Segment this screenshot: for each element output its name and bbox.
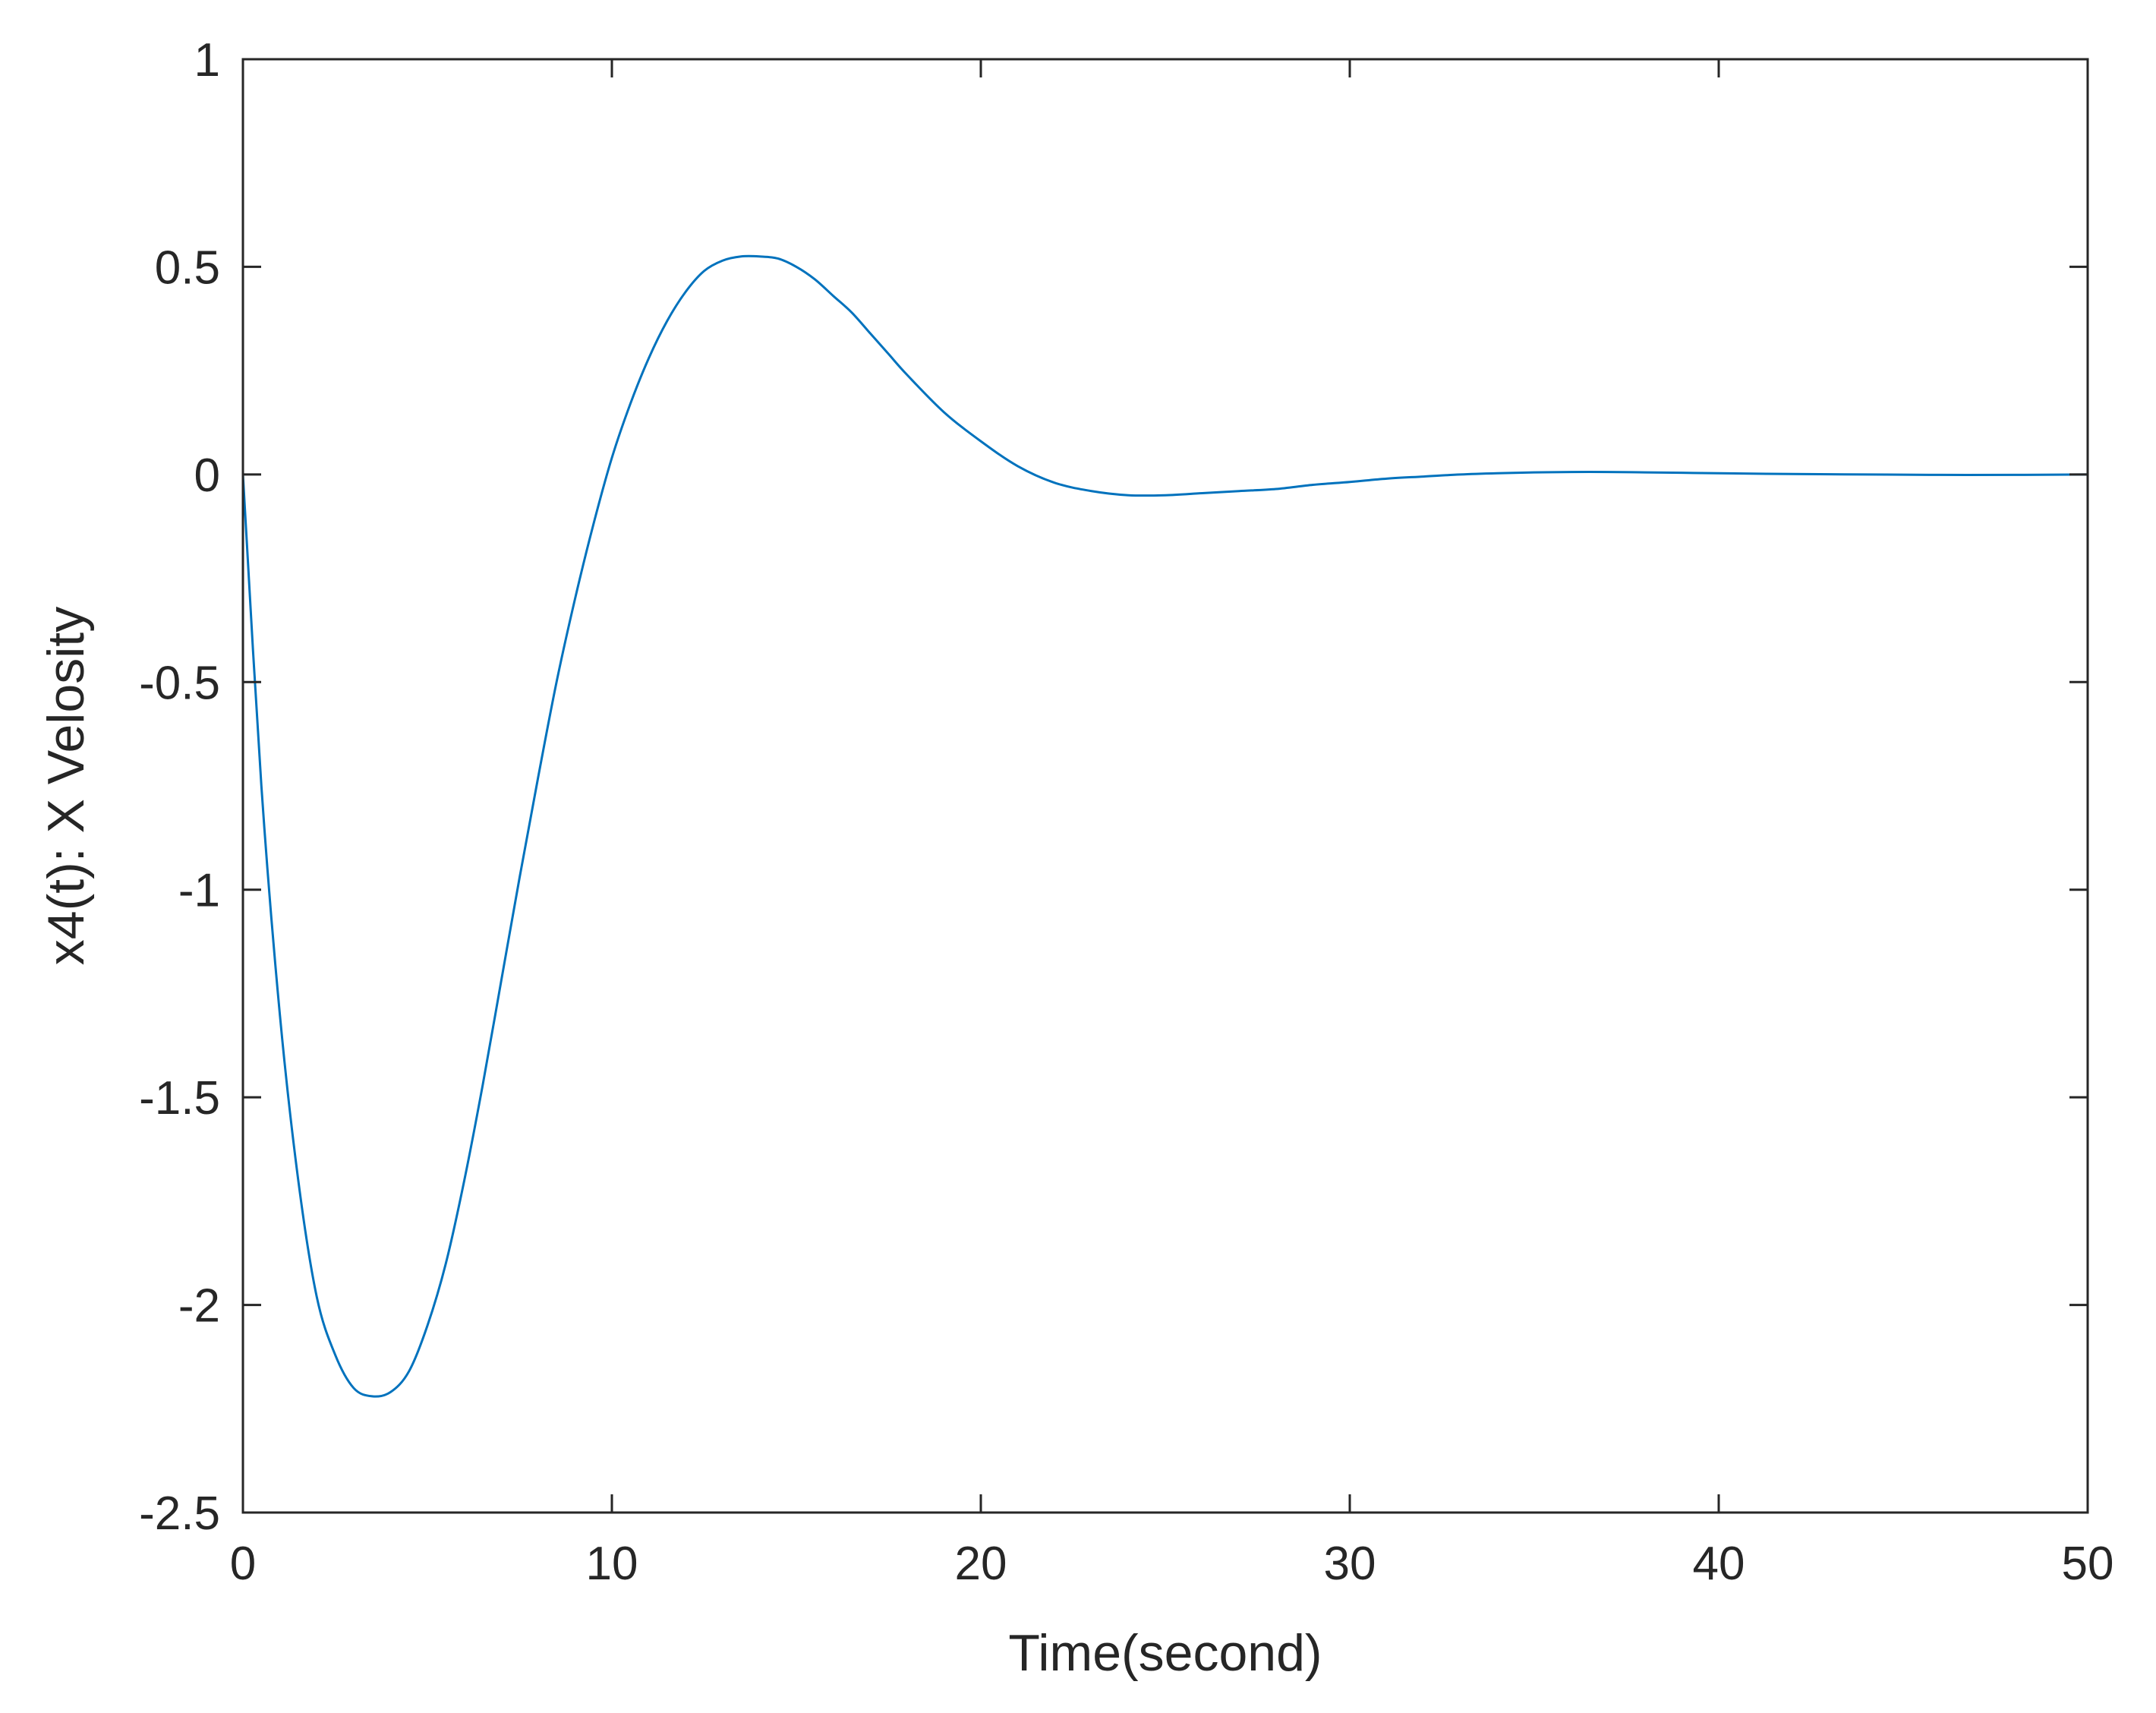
x-tick-labels: 0 10 20 30 40 50 bbox=[230, 1538, 2114, 1590]
plot-area bbox=[241, 254, 2089, 1398]
axis-ticks bbox=[241, 58, 2089, 1514]
y-axis-label: x4(t): X Velosity bbox=[37, 607, 95, 965]
x-tick-label: 0 bbox=[230, 1538, 256, 1590]
x-tick-label: 50 bbox=[2062, 1538, 2114, 1590]
y-tick-label: -0.5 bbox=[139, 657, 220, 709]
axes-frame bbox=[241, 58, 2089, 1514]
series-line bbox=[241, 254, 2089, 1398]
y-tick-label: -1 bbox=[178, 865, 220, 917]
x-tick-label: 40 bbox=[1693, 1538, 1745, 1590]
x-tick-label: 20 bbox=[955, 1538, 1007, 1590]
x-tick-label: 30 bbox=[1324, 1538, 1376, 1590]
y-tick-labels: -2.5 -2 -1.5 -1 -0.5 0 0.5 1 bbox=[139, 34, 220, 1540]
y-tick-label: -1.5 bbox=[139, 1072, 220, 1125]
x-axis-label: Time(second) bbox=[1008, 1624, 1322, 1682]
y-tick-label: -2 bbox=[178, 1280, 220, 1333]
y-tick-label: -2.5 bbox=[139, 1487, 220, 1540]
x-tick-label: 10 bbox=[586, 1538, 638, 1590]
y-tick-label: 1 bbox=[194, 34, 220, 87]
y-tick-label: 0 bbox=[194, 450, 220, 502]
y-tick-label: 0.5 bbox=[155, 241, 220, 294]
